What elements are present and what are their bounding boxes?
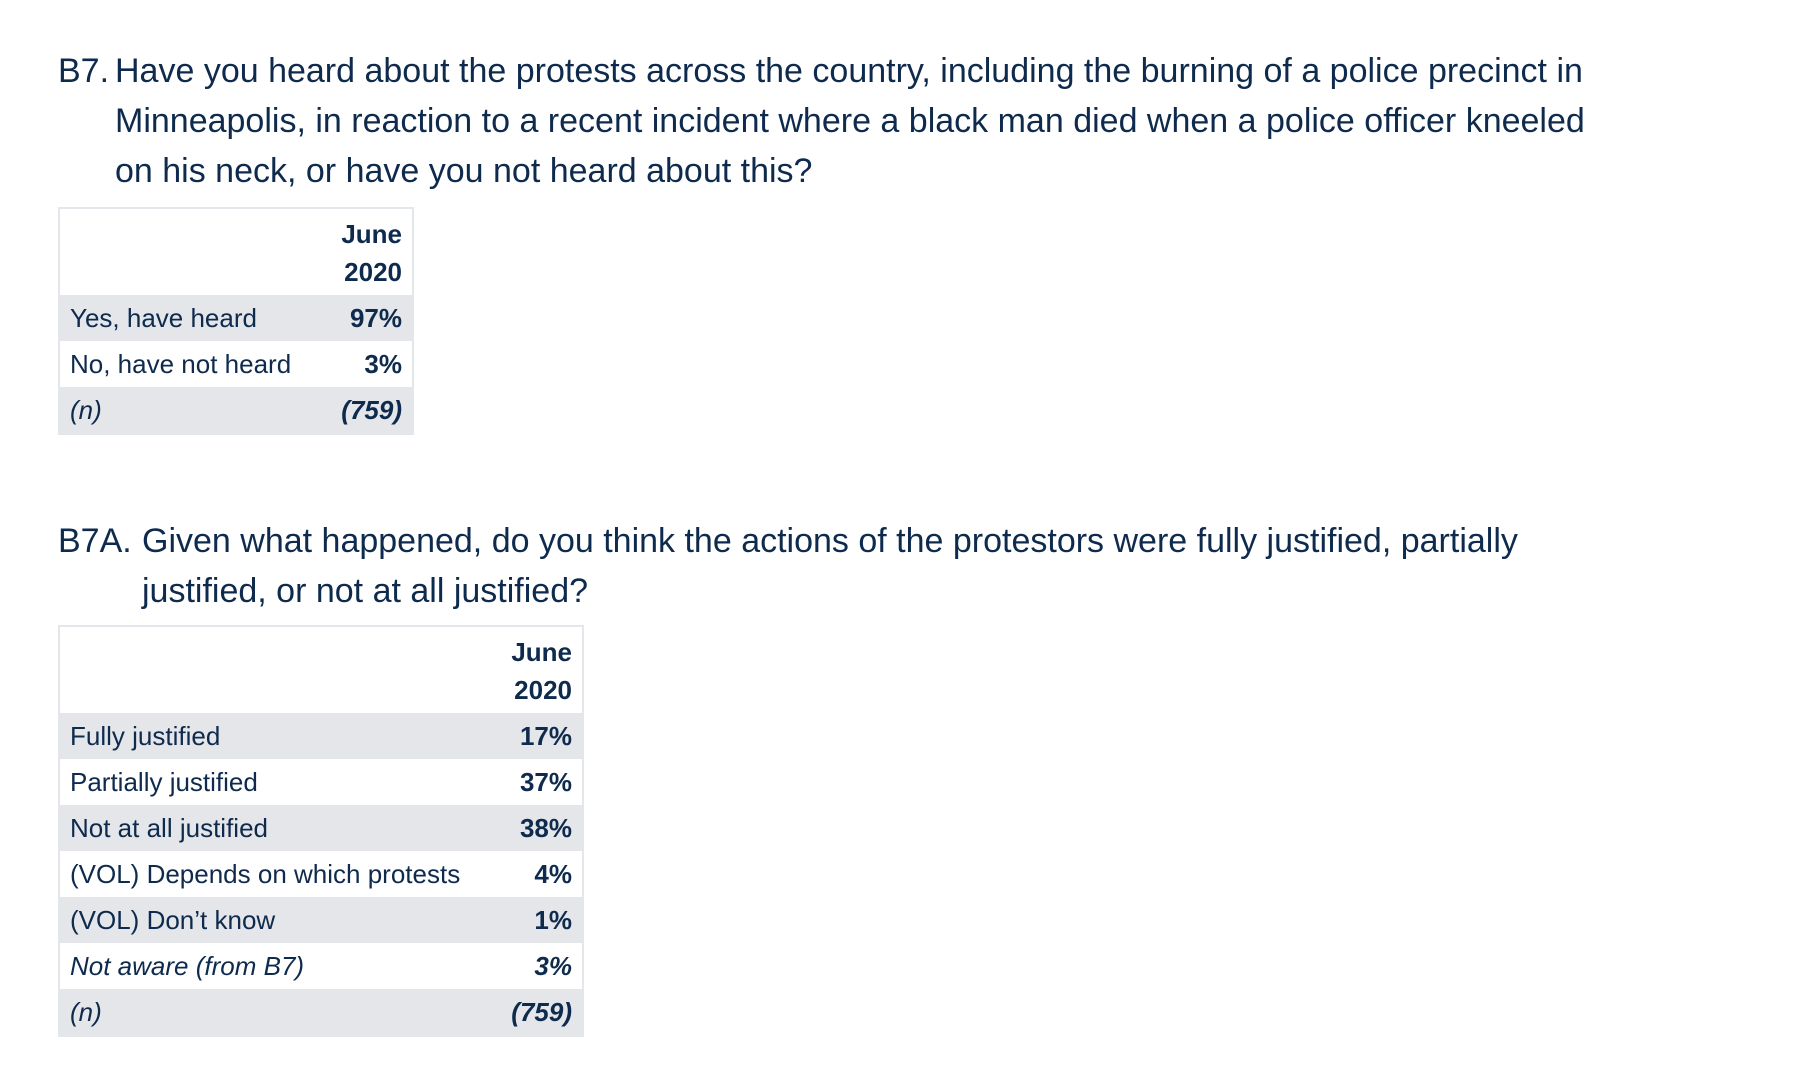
table-row-sample-size: (n) (759) — [60, 387, 412, 433]
question-b7: B7. Have you heard about the protests ac… — [58, 46, 1618, 196]
row-value: 3% — [364, 349, 402, 379]
table-row-sample-size: (n) (759) — [60, 989, 582, 1035]
table-row: Fully justified 17% — [60, 713, 582, 759]
column-header-month: June — [511, 637, 572, 667]
row-label: (VOL) Depends on which protests — [70, 859, 461, 889]
column-header-year: 2020 — [514, 675, 572, 705]
table-row: (VOL) Depends on which protests 4% — [60, 851, 582, 897]
row-value: 38% — [519, 813, 572, 843]
results-table-b7: June 2020 Yes, have heard 97% No, have n… — [58, 207, 414, 435]
row-label: (VOL) Don’t know — [70, 905, 276, 935]
question-text: Have you heard about the protests across… — [115, 52, 1585, 190]
row-label: No, have not heard — [70, 349, 292, 379]
table-row: (VOL) Don’t know 1% — [60, 897, 582, 943]
row-label: Partially justified — [70, 767, 258, 797]
row-value: (759) — [511, 997, 572, 1027]
question-b7a: B7A. Given what happened, do you think t… — [58, 516, 1618, 616]
row-label: Not at all justified — [70, 813, 268, 843]
row-value: 3% — [534, 951, 572, 981]
table-row: Partially justified 37% — [60, 759, 582, 805]
column-header-month: June — [341, 219, 402, 249]
row-value: (759) — [341, 395, 402, 425]
row-label: Yes, have heard — [70, 303, 257, 333]
table-row: Yes, have heard 97% — [60, 295, 412, 341]
column-header-june-2020: June 2020 — [511, 633, 572, 709]
row-value: 97% — [349, 303, 402, 333]
row-label: Fully justified — [70, 721, 221, 751]
row-value: 1% — [534, 905, 572, 935]
row-value: 17% — [519, 721, 572, 751]
row-label: (n) — [70, 997, 102, 1027]
column-header-year: 2020 — [344, 257, 402, 287]
column-header-june-2020: June 2020 — [341, 215, 402, 291]
table-header: June 2020 — [60, 627, 582, 713]
table-header: June 2020 — [60, 209, 412, 295]
question-id: B7A. — [58, 522, 132, 560]
table-row: Not aware (from B7) 3% — [60, 943, 582, 989]
question-text: Given what happened, do you think the ac… — [142, 522, 1518, 610]
question-id: B7. — [58, 52, 110, 90]
row-label: Not aware (from B7) — [70, 951, 305, 981]
table-row: Not at all justified 38% — [60, 805, 582, 851]
results-table-b7a: June 2020 Fully justified 17% Partially … — [58, 625, 584, 1037]
row-value: 4% — [534, 859, 572, 889]
row-value: 37% — [519, 767, 572, 797]
table-row: No, have not heard 3% — [60, 341, 412, 387]
row-label: (n) — [70, 395, 102, 425]
